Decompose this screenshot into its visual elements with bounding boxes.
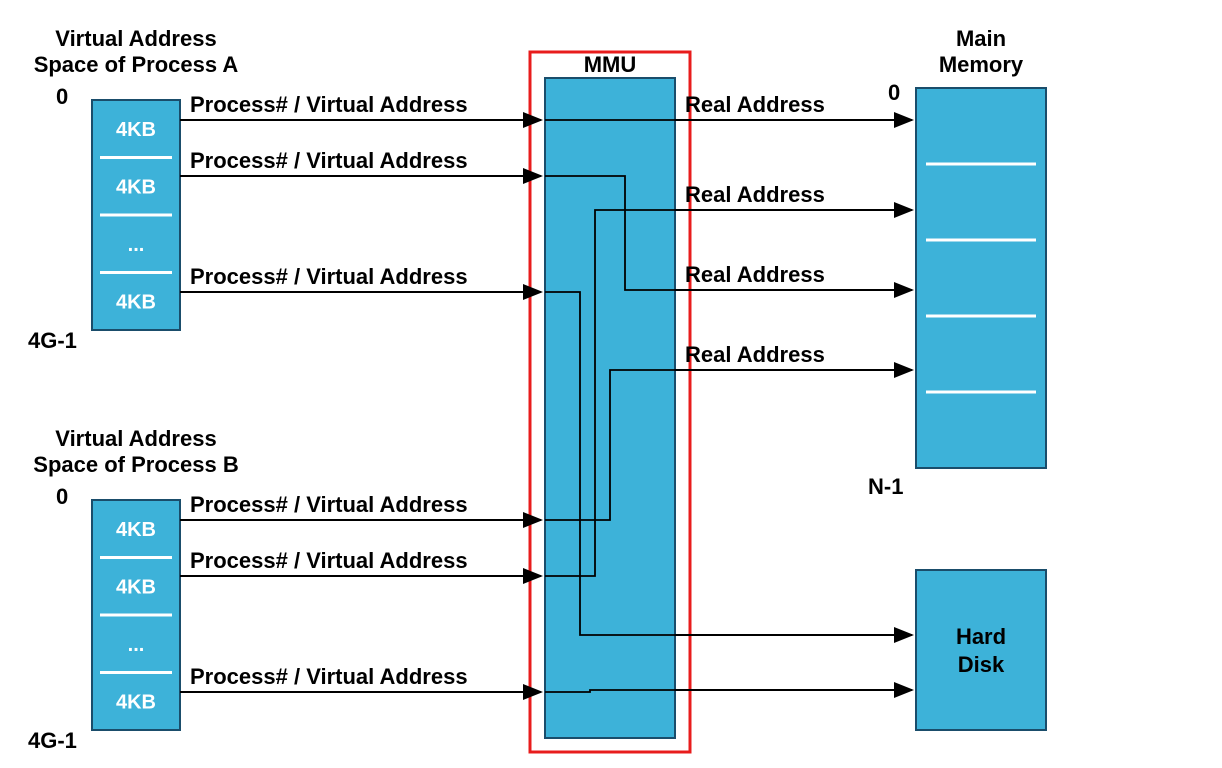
- process-b-page-1: 4KB: [116, 576, 156, 598]
- arrow-out-label-3: Real Address: [685, 342, 825, 367]
- process-b-end: 4G-1: [28, 728, 77, 753]
- main-memory-start: 0: [888, 80, 900, 105]
- mmu-title: MMU: [584, 52, 637, 77]
- arrow-out-label-2: Real Address: [685, 262, 825, 287]
- process-a-start: 0: [56, 84, 68, 109]
- process-b-page-2: ...: [128, 634, 145, 656]
- arrow-in-label-1: Process# / Virtual Address: [190, 148, 468, 173]
- process-b-title-1: Virtual Address: [55, 426, 216, 451]
- arrow-in-label-2: Process# / Virtual Address: [190, 264, 468, 289]
- process-a-page-3: 4KB: [116, 291, 156, 313]
- process-a-page-0: 4KB: [116, 119, 156, 141]
- hard-disk-box: [916, 570, 1046, 730]
- process-b-title-2: Space of Process B: [33, 452, 238, 477]
- process-b-page-0: 4KB: [116, 519, 156, 541]
- arrow-out-label-0: Real Address: [685, 92, 825, 117]
- main-memory-title-1: Main: [956, 26, 1006, 51]
- process-a-title-2: Space of Process A: [34, 52, 239, 77]
- mmu-diagram: Virtual AddressSpace of Process A04KB4KB…: [0, 0, 1222, 768]
- hard-disk-label-1: Hard: [956, 624, 1006, 649]
- process-b-start: 0: [56, 484, 68, 509]
- arrow-in-label-3: Process# / Virtual Address: [190, 492, 468, 517]
- process-a-title-1: Virtual Address: [55, 26, 216, 51]
- arrow-out-label-1: Real Address: [685, 182, 825, 207]
- process-a-page-1: 4KB: [116, 176, 156, 198]
- arrow-in-label-5: Process# / Virtual Address: [190, 664, 468, 689]
- main-memory-box: [916, 88, 1046, 468]
- arrow-in-label-0: Process# / Virtual Address: [190, 92, 468, 117]
- arrow-in-label-4: Process# / Virtual Address: [190, 548, 468, 573]
- main-memory-end: N-1: [868, 474, 903, 499]
- main-memory-title-2: Memory: [939, 52, 1024, 77]
- process-a-page-2: ...: [128, 234, 145, 256]
- process-b-page-3: 4KB: [116, 691, 156, 713]
- process-a-end: 4G-1: [28, 328, 77, 353]
- hard-disk-label-2: Disk: [958, 652, 1005, 677]
